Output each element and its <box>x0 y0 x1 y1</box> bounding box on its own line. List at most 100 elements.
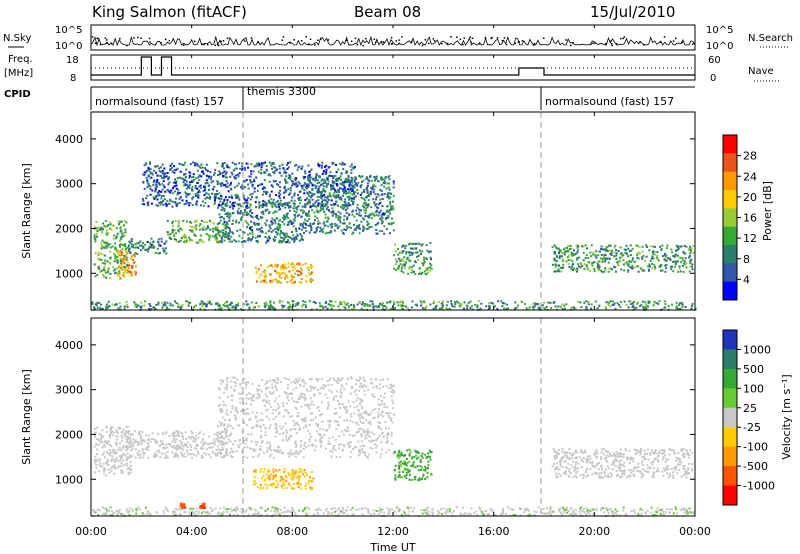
heatmap-cell <box>258 201 261 203</box>
heatmap-cell <box>676 245 679 248</box>
heatmap-cell <box>248 175 251 178</box>
heatmap-cell <box>223 305 226 308</box>
heatmap-cell <box>623 300 626 303</box>
heatmap-cell <box>285 274 288 277</box>
heatmap-cell <box>362 225 365 228</box>
heatmap-cell <box>373 188 376 191</box>
heatmap-cell <box>343 186 346 189</box>
heatmap-cell <box>149 241 152 244</box>
heatmap-cell <box>571 269 574 271</box>
heatmap-cell <box>228 238 231 241</box>
heatmap-cell <box>682 270 685 273</box>
heatmap-cell <box>105 232 108 235</box>
heatmap-cell <box>126 269 129 272</box>
heatmap-cell <box>226 164 229 167</box>
heatmap-cell <box>198 174 201 177</box>
heatmap-cell <box>286 181 289 184</box>
heatmap-cell <box>411 253 414 256</box>
heatmap-cell <box>251 195 253 198</box>
heatmap-cell <box>663 306 666 309</box>
heatmap-cell <box>94 252 97 255</box>
heatmap-cell <box>302 380 305 383</box>
heatmap-cell <box>234 240 237 243</box>
heatmap-cell <box>334 300 337 303</box>
heatmap-cell <box>234 201 237 204</box>
heatmap-cell <box>269 444 272 447</box>
heatmap-cell <box>681 303 684 306</box>
heatmap-cell <box>308 218 311 221</box>
heatmap-cell <box>278 273 281 276</box>
heatmap-cell <box>382 212 385 215</box>
heatmap-cell <box>324 179 327 182</box>
heatmap-cell <box>210 178 212 181</box>
heatmap-cell <box>354 445 356 448</box>
heatmap-cell <box>302 396 305 399</box>
heatmap-cell <box>424 307 426 310</box>
heatmap-cell <box>251 212 254 214</box>
heatmap-cell <box>128 443 131 446</box>
heatmap-cell <box>293 199 296 202</box>
heatmap-cell <box>304 186 307 189</box>
heatmap-cell <box>296 184 299 187</box>
heatmap-cell <box>256 280 258 283</box>
heatmap-cell <box>351 210 354 213</box>
heatmap-cell <box>124 435 126 438</box>
heatmap-cell <box>308 444 310 447</box>
heatmap-cell <box>272 229 275 232</box>
heatmap-cell <box>322 227 325 230</box>
heatmap-cell <box>123 243 126 246</box>
heatmap-cell <box>398 257 401 260</box>
heatmap-cell <box>96 235 99 238</box>
heatmap-cell <box>656 258 659 261</box>
heatmap-cell <box>181 454 184 457</box>
noise-search-dot <box>380 41 383 43</box>
noise-search-dot <box>398 39 400 41</box>
heatmap-cell <box>563 253 566 256</box>
heatmap-cell <box>648 263 651 266</box>
heatmap-cell <box>627 255 630 258</box>
heatmap-cell <box>392 194 395 197</box>
heatmap-cell <box>251 183 254 186</box>
heatmap-cell <box>277 379 279 382</box>
heatmap-cell <box>195 162 198 165</box>
heatmap-cell <box>162 194 165 197</box>
heatmap-cell <box>355 195 357 198</box>
heatmap-cell <box>145 169 148 172</box>
heatmap-cell <box>126 303 129 306</box>
heatmap-cell <box>269 303 272 306</box>
heatmap-cell <box>188 171 191 174</box>
heatmap-cell <box>157 174 160 177</box>
heatmap-cell <box>295 177 298 180</box>
heatmap-cell <box>310 272 313 275</box>
heatmap-cell <box>294 267 297 270</box>
heatmap-cell <box>330 384 333 386</box>
heatmap-cell <box>689 262 692 265</box>
heatmap-cell <box>404 261 407 264</box>
heatmap-cell <box>262 161 265 164</box>
heatmap-cell <box>138 449 141 452</box>
heatmap-cell <box>669 265 672 268</box>
heatmap-cell <box>354 183 357 186</box>
heatmap-cell <box>270 184 273 187</box>
heatmap-cell <box>625 303 628 306</box>
heatmap-cell <box>175 232 178 235</box>
heatmap-cell <box>345 211 348 214</box>
heatmap-cell <box>335 197 337 200</box>
heatmap-cell <box>124 270 127 272</box>
heatmap-cell <box>225 185 228 188</box>
heatmap-cell <box>672 261 675 263</box>
heatmap-cell <box>314 201 317 204</box>
heatmap-cell <box>257 455 259 458</box>
heatmap-cell <box>254 224 257 227</box>
heatmap-cell <box>184 184 187 187</box>
heatmap-cell <box>103 265 106 268</box>
heatmap-cell <box>320 378 323 381</box>
heatmap-cell <box>553 251 556 254</box>
heatmap-cell <box>222 229 225 232</box>
heatmap-cell <box>672 270 675 273</box>
heatmap-cell <box>243 413 246 416</box>
heatmap-cell <box>660 269 662 272</box>
heatmap-cell <box>114 257 117 260</box>
heatmap-cell <box>230 187 233 190</box>
heatmap-cell <box>107 232 110 235</box>
